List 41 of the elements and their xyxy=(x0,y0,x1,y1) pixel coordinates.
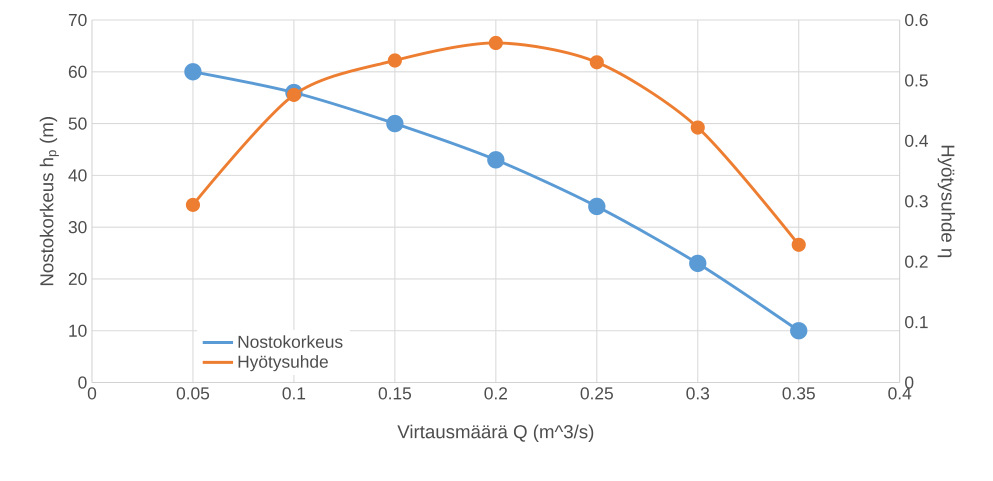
point xyxy=(488,36,503,50)
legend-label: Hyötysuhde xyxy=(238,355,328,372)
x-tick-label: 0.15 xyxy=(378,387,411,400)
point xyxy=(690,120,705,135)
x-tick-label: 0.25 xyxy=(580,387,613,400)
point xyxy=(184,63,202,80)
point xyxy=(792,238,806,252)
x-tick-label: 0 xyxy=(88,387,96,400)
y-tick-label: 20 xyxy=(68,272,87,285)
y-tick-label: 10 xyxy=(69,324,87,337)
x-tick-label: 0.3 xyxy=(686,387,710,400)
x-tick-label: 0.4 xyxy=(888,387,912,400)
y-tick-label: 60 xyxy=(68,66,87,78)
y-tick-label: 30 xyxy=(68,220,87,234)
y2-tick-label: 0.1 xyxy=(905,316,928,328)
point xyxy=(186,198,200,212)
x-tick-label: 0.1 xyxy=(282,387,306,400)
y2-tick-label: 0.4 xyxy=(905,134,928,147)
y-tick-label: 50 xyxy=(68,117,87,130)
x-tick-label: 0.35 xyxy=(782,387,815,400)
y-axis-title: Nostokorkeus h$_{p}$ (m) xyxy=(40,116,59,286)
y2-tick-label: 0.3 xyxy=(905,195,928,208)
y-tick-label: 0 xyxy=(78,376,87,389)
legend-label: Nostokorkeus xyxy=(238,335,342,348)
y2-axis-title: Hyötysuhde η xyxy=(938,146,956,257)
y2-tick-label: 0.2 xyxy=(905,255,928,268)
y-tick-label: 70 xyxy=(68,14,87,26)
point xyxy=(689,254,706,272)
y2-tick-label: 0 xyxy=(905,376,914,389)
y2-tick-label: 0.6 xyxy=(905,14,928,26)
y-tick-label: 40 xyxy=(68,169,87,182)
point xyxy=(487,151,504,168)
x-tick-label: 0.2 xyxy=(484,387,507,400)
y2-tick-label: 0.5 xyxy=(905,74,928,86)
point xyxy=(388,53,402,68)
x-tick-label: 0.05 xyxy=(176,387,210,400)
point xyxy=(790,322,808,340)
point xyxy=(386,114,404,132)
point xyxy=(588,198,606,216)
point xyxy=(590,55,604,70)
x-axis-title: Virtausmäärä Q (m^3/s) xyxy=(397,424,594,442)
